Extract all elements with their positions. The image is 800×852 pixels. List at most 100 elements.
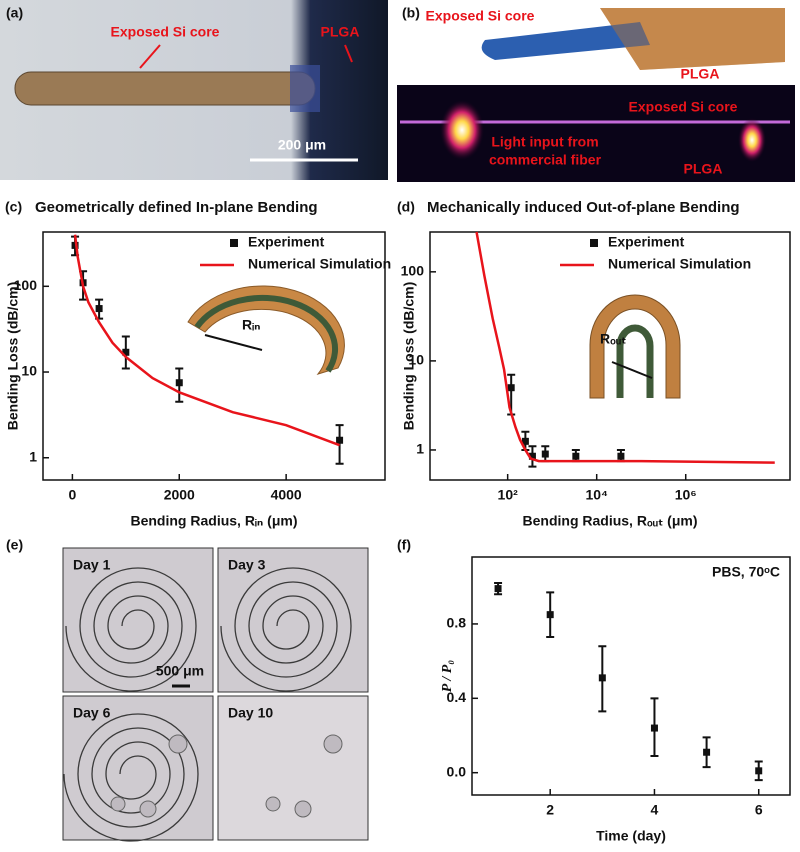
plga-block-overlay bbox=[600, 8, 785, 70]
panel-label: (e) bbox=[6, 537, 23, 553]
scale-label: 200 μm bbox=[278, 137, 326, 153]
plot-frame bbox=[429, 231, 791, 481]
annotation: Exposed Si core bbox=[629, 99, 738, 115]
charts: (c) Geometrically defined In-plane Bendin… bbox=[5, 199, 791, 844]
bubble bbox=[323, 734, 343, 754]
probe-base bbox=[290, 65, 320, 112]
bubble bbox=[110, 796, 126, 812]
data-point bbox=[598, 674, 606, 682]
inset-c bbox=[187, 285, 345, 375]
y-tick-label: 1 bbox=[29, 448, 37, 464]
arrow bbox=[139, 44, 161, 69]
data-point bbox=[703, 748, 711, 756]
x-axis-label: Bending Radius, Rᵢₙ (μm) bbox=[130, 513, 297, 529]
annotation: PLGA bbox=[681, 66, 720, 82]
spiral-turn bbox=[220, 567, 352, 692]
bubble bbox=[265, 796, 281, 812]
panel-label: (a) bbox=[6, 5, 23, 21]
spiral-turn bbox=[234, 581, 338, 678]
legend-label: Numerical Simulation bbox=[248, 256, 391, 272]
inset-label: Rₒᵤₜ bbox=[600, 331, 626, 347]
bubble bbox=[294, 800, 312, 818]
spiral-turn bbox=[79, 581, 183, 678]
probe bbox=[14, 71, 316, 106]
data-point bbox=[95, 305, 103, 313]
legend-marker bbox=[230, 239, 238, 247]
scale-label: 500 μm bbox=[156, 663, 204, 679]
panel-label: (f) bbox=[397, 537, 411, 553]
x-tick-label: 0 bbox=[68, 487, 76, 503]
annotation: PLGA bbox=[321, 24, 360, 40]
x-tick-label: 4 bbox=[651, 802, 659, 818]
panel-e: (e) Day 1 Day 3 Day 6 Day 10 500 μm bbox=[6, 537, 369, 842]
x-axis-label: Time (day) bbox=[596, 828, 666, 844]
annotation: Exposed Si core bbox=[426, 8, 535, 24]
y-tick-label: 0.8 bbox=[447, 615, 467, 631]
spiral-turn bbox=[77, 727, 185, 828]
x-tick-label: 10⁶ bbox=[675, 487, 697, 503]
y-tick-label: 0.0 bbox=[447, 763, 467, 779]
y-axis-label: Bending Loss (dB/cm) bbox=[401, 282, 417, 431]
x-tick-label: 10⁴ bbox=[585, 487, 608, 503]
day-label: Day 3 bbox=[228, 557, 266, 573]
sim-line bbox=[73, 234, 341, 447]
bent-waveguide bbox=[589, 294, 681, 399]
chart-title: Mechanically induced Out-of-plane Bendin… bbox=[427, 199, 740, 216]
data-point bbox=[541, 450, 549, 458]
micrograph bbox=[217, 695, 369, 841]
x-tick-label: 4000 bbox=[271, 487, 302, 503]
annotation: Exposed Si core bbox=[111, 24, 220, 40]
radius-arrow bbox=[611, 361, 653, 379]
spiral-turn bbox=[262, 609, 310, 650]
inset-label: Rᵢₙ bbox=[242, 317, 260, 333]
spiral-turn bbox=[65, 567, 197, 692]
y-tick-label: 10 bbox=[21, 363, 37, 379]
micrograph bbox=[217, 547, 369, 693]
spiral-turn bbox=[63, 713, 199, 842]
y-axis-label: P / P₀ bbox=[440, 660, 455, 692]
data-point bbox=[650, 724, 658, 732]
micrograph bbox=[62, 695, 214, 841]
spiral-turn bbox=[105, 755, 157, 800]
panel-a: (a) Exposed Si core PLGA 200 μm bbox=[0, 0, 388, 180]
inset-d bbox=[589, 294, 681, 399]
data-point bbox=[336, 436, 344, 444]
panel-label: (d) bbox=[397, 199, 415, 215]
plot-frame bbox=[42, 231, 386, 481]
core-stripe bbox=[616, 324, 654, 398]
data-point bbox=[122, 348, 130, 356]
y-axis-label: Bending Loss (dB/cm) bbox=[5, 282, 21, 431]
day-label: Day 10 bbox=[228, 705, 273, 721]
y-tick-label: 100 bbox=[401, 263, 425, 279]
si-core bbox=[481, 22, 650, 60]
annotation: PLGA bbox=[684, 161, 723, 177]
data-point bbox=[494, 585, 502, 593]
panel-label: (c) bbox=[5, 199, 22, 215]
x-tick-label: 2000 bbox=[164, 487, 195, 503]
x-tick-label: 6 bbox=[755, 802, 763, 818]
y-tick-label: 10 bbox=[408, 352, 424, 368]
data-point bbox=[755, 767, 763, 775]
glow bbox=[440, 100, 484, 160]
annotation: PBS, 70ᵒC bbox=[712, 564, 780, 580]
data-point bbox=[71, 241, 79, 249]
micrograph bbox=[62, 547, 214, 693]
radius-arrow bbox=[204, 334, 263, 351]
annotation: Light input from bbox=[491, 134, 598, 150]
panel-b: (b) Exposed Si core PLGA Exposed Si core… bbox=[397, 5, 795, 182]
day-label: Day 1 bbox=[73, 557, 111, 573]
plga-block bbox=[600, 8, 785, 70]
data-point bbox=[546, 611, 554, 619]
legend-label: Experiment bbox=[608, 234, 685, 250]
x-axis-label: Bending Radius, Rₒᵤₜ (μm) bbox=[523, 513, 698, 529]
spiral-turn bbox=[93, 595, 169, 664]
spiral-turn bbox=[248, 595, 324, 664]
legend-label: Numerical Simulation bbox=[608, 256, 751, 272]
panel-label: (b) bbox=[402, 5, 420, 21]
legend-label: Experiment bbox=[248, 234, 325, 250]
annotation: commercial fiber bbox=[489, 152, 602, 168]
legend-marker bbox=[590, 239, 598, 247]
y-tick-label: 100 bbox=[14, 277, 38, 293]
plot-frame bbox=[471, 556, 791, 796]
